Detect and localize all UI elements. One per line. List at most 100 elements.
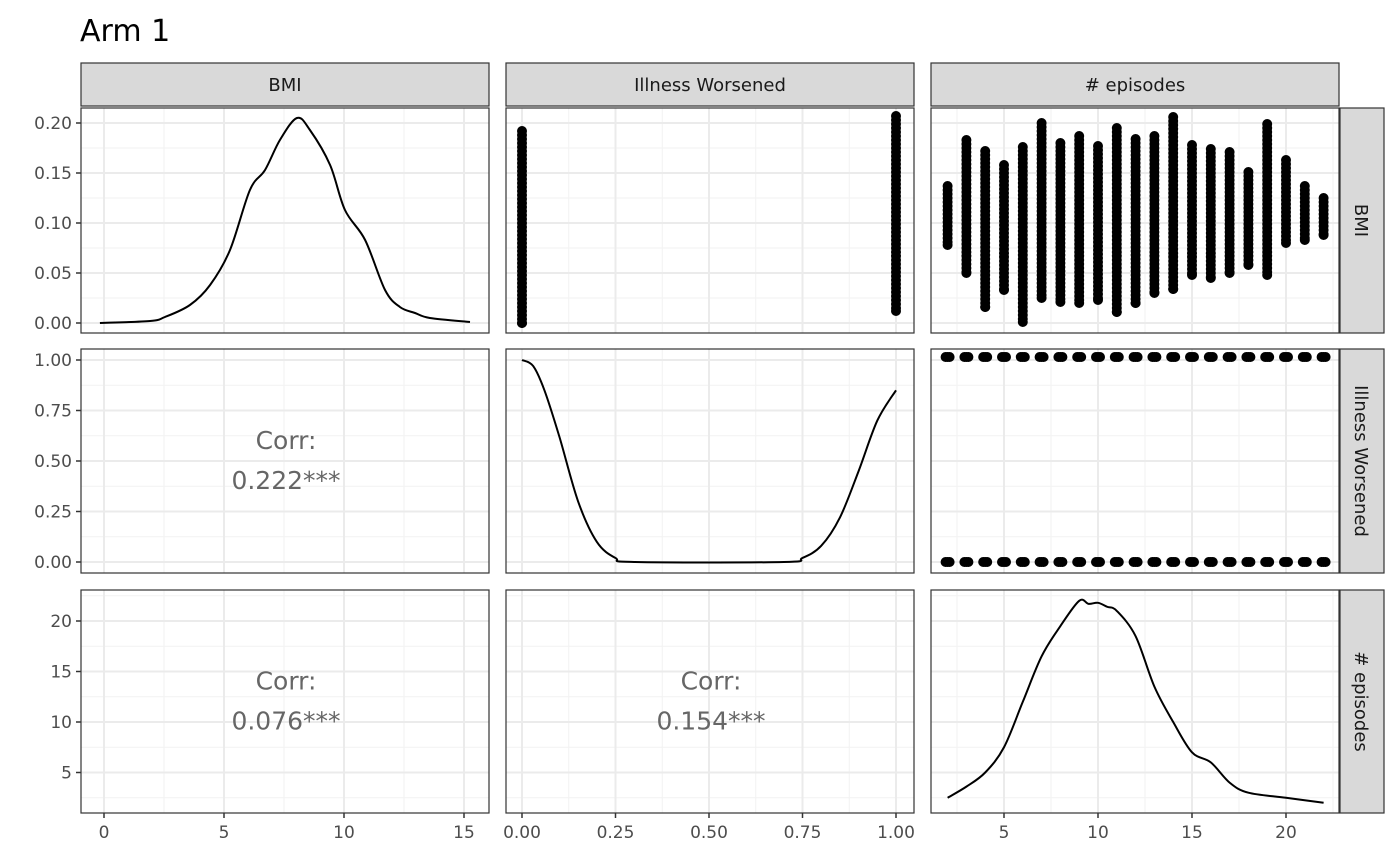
strip-right-label: BMI (1350, 204, 1371, 237)
strip-right-background (1339, 348, 1385, 574)
strip-right-background (1339, 107, 1385, 334)
scatter-point-episodes-bmi (1224, 268, 1235, 278)
scatter-point-episodes-illness (1207, 557, 1218, 567)
scatter-point-episodes-bmi (1281, 238, 1291, 248)
correlation-label: Corr: (681, 667, 742, 696)
scatter-point-episodes-illness (1001, 352, 1011, 362)
scatter-point-episodes-bmi (1243, 260, 1254, 270)
correlation-value: 0.076*** (231, 707, 340, 736)
y-tick-label: 0.20 (34, 114, 72, 134)
scatter-point-episodes-illness (1207, 352, 1218, 362)
scatter-point-episodes-illness (1189, 352, 1199, 362)
panel-r3-c2 (506, 590, 914, 813)
scatter-point-episodes-illness (1245, 352, 1256, 362)
scatter-point-episodes-bmi (1074, 298, 1085, 308)
panel-border (930, 348, 1340, 574)
scatter-point-episodes-illness (1264, 352, 1275, 362)
strip-right-label: Illness Worsened (1350, 385, 1371, 537)
strip-top-background (505, 62, 915, 107)
x-tick-label: 15 (1181, 823, 1203, 843)
correlation-label: Corr: (256, 667, 317, 696)
scatter-point-episodes-bmi (1262, 270, 1273, 280)
scatter-point-episodes-illness (1076, 557, 1087, 567)
panel-border (505, 107, 915, 334)
x-tick-label: 5 (219, 823, 230, 843)
scatter-point-episodes-bmi (1017, 317, 1028, 327)
y-tick-label: 20 (50, 612, 72, 632)
scatter-point-episodes-bmi (1130, 298, 1141, 308)
scatter-point-episodes-illness (1320, 557, 1331, 567)
scatter-point-episodes-illness (1076, 352, 1087, 362)
scatter-point-episodes-bmi (1318, 230, 1329, 240)
scatter-point-episodes-illness (1001, 557, 1011, 567)
y-tick-label: 0.05 (34, 264, 72, 284)
x-tick-label: 0.00 (503, 823, 541, 843)
strip-top-label: Illness Worsened (634, 75, 786, 96)
scatter-point-episodes-illness (1019, 352, 1030, 362)
density-line-3 (947, 598, 1324, 804)
scatter-point-episodes-bmi (1187, 270, 1197, 280)
scatter-point-episodes-illness (1301, 557, 1312, 567)
x-tick-label: 0.25 (597, 823, 635, 843)
y-tick-label: 0.00 (34, 314, 72, 334)
correlation-value: 0.154*** (656, 707, 765, 736)
x-tick-label: 10 (333, 823, 355, 843)
panel-r2-c3 (931, 349, 1339, 573)
scatter-point-episodes-illness (963, 557, 974, 567)
panel-border (80, 589, 490, 814)
scatter-point-episodes-illness (1132, 352, 1143, 362)
panel-r3-c1 (81, 590, 489, 813)
panel-r3-c3 (931, 590, 1339, 813)
scatter-point-episodes-illness (1226, 557, 1237, 567)
x-tick-label: 10 (1087, 823, 1109, 843)
chart-title: Arm 1 (80, 14, 170, 49)
panel-r1-c2 (506, 108, 914, 333)
y-tick-label: 0.50 (34, 452, 72, 472)
scatter-point-episodes-illness (1151, 557, 1162, 567)
scatter-point-episodes-illness (944, 352, 955, 362)
scatter-point-episodes-bmi (942, 240, 953, 250)
panel-border (505, 348, 915, 574)
scatter-point-episodes-illness (1283, 557, 1293, 567)
scatter-point-episodes-bmi (1149, 288, 1160, 298)
strip-top-background (80, 62, 490, 107)
panel-r2-c1 (81, 349, 489, 573)
strip-top-background (930, 62, 1340, 107)
correlation-value: 0.222*** (231, 466, 340, 495)
scatter-point-episodes-illness (1057, 352, 1068, 362)
y-tick-label: 0.25 (34, 503, 72, 523)
scatter-point-episodes-bmi (999, 285, 1009, 295)
scatter-point-episodes-illness (1301, 352, 1312, 362)
scatter-point-episodes-illness (982, 557, 993, 567)
panel-r1-c1 (81, 108, 489, 333)
strip-top-label: # episodes (1085, 75, 1186, 96)
scatter-point-illness-bmi (891, 306, 901, 316)
scatter-point-episodes-bmi (1205, 273, 1216, 283)
y-tick-label: 0.75 (34, 402, 72, 422)
scatter-point-episodes-illness (1264, 557, 1275, 567)
panel-border (930, 589, 1340, 814)
y-tick-label: 0.10 (34, 214, 72, 234)
panel-background (931, 590, 1339, 813)
scatter-point-episodes-illness (1095, 352, 1105, 362)
density-line-2 (521, 359, 897, 564)
scatter-point-episodes-illness (1095, 557, 1105, 567)
panel-border (930, 107, 1340, 334)
scatter-point-episodes-illness (1019, 557, 1030, 567)
panel-r2-c2 (506, 349, 914, 573)
scatter-point-episodes-illness (1283, 352, 1293, 362)
scatter-point-episodes-illness (1320, 352, 1331, 362)
x-tick-label: 15 (453, 823, 475, 843)
y-tick-label: 0.15 (34, 164, 72, 184)
panel-border (80, 107, 490, 334)
scatter-point-episodes-bmi (980, 302, 991, 312)
strip-right-label: # episodes (1350, 651, 1371, 752)
scatter-point-episodes-illness (1132, 557, 1143, 567)
scatter-point-episodes-bmi (961, 268, 972, 278)
scatter-point-episodes-bmi (1055, 297, 1066, 307)
x-tick-label: 0.50 (690, 823, 728, 843)
density-line-1 (99, 116, 471, 324)
strip-top-label: BMI (268, 75, 301, 96)
y-tick-label: 15 (50, 663, 72, 683)
